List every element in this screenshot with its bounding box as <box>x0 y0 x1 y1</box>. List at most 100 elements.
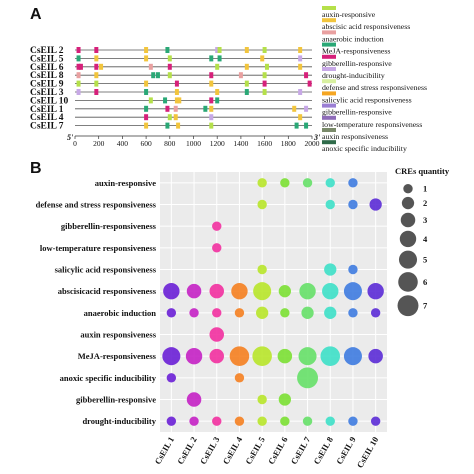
cre-motif-mark <box>262 89 267 95</box>
cre-motif-mark <box>99 63 104 70</box>
cre-bubble <box>324 263 337 276</box>
size-legend-label: 5 <box>423 255 427 265</box>
cre-motif-mark <box>294 122 299 129</box>
size-legend-title: CREs quantity <box>395 166 450 176</box>
cre-bubble <box>324 306 337 319</box>
cre-bubble <box>343 347 362 366</box>
cre-motif-mark <box>76 89 81 95</box>
cre-bubble <box>343 282 362 301</box>
cre-motif-mark <box>94 55 99 62</box>
cre-motif-mark <box>264 63 269 70</box>
y-tick-label: MeJA-responsiveness <box>78 351 157 361</box>
legend-label: low-temperature responsiveness <box>322 120 422 129</box>
plot-background <box>160 172 387 432</box>
legend-swatch <box>322 30 336 35</box>
cre-motif-mark <box>167 72 172 79</box>
gene-label: CsEIL 7 <box>30 122 64 132</box>
cre-bubble <box>212 243 222 253</box>
cre-bubble <box>212 416 222 426</box>
cre-motif-mark <box>298 63 303 70</box>
y-tick-label: anoxic specific inducibility <box>60 373 157 383</box>
x-tick-label: CsEIL 9 <box>334 435 358 466</box>
axis-tick-label: 0 <box>73 139 77 148</box>
axis-tick-label: 1000 <box>186 139 201 148</box>
cre-motif-mark <box>94 63 99 70</box>
cre-bubble <box>297 367 319 389</box>
axis-tick-label: 1400 <box>233 139 248 148</box>
cre-bubble <box>186 392 202 407</box>
cre-bubble <box>302 178 313 188</box>
cre-bubble <box>252 346 272 366</box>
cre-motif-mark <box>262 47 267 53</box>
size-legend-label: 1 <box>423 184 427 194</box>
cre-motif-mark <box>144 122 149 129</box>
size-legend-circle <box>401 196 415 210</box>
cre-motif-mark <box>165 122 170 129</box>
cre-motif-mark <box>209 55 214 62</box>
cre-bubble <box>257 394 267 405</box>
x-tick-label: CsEIL 3 <box>198 435 222 466</box>
axis-tick-label: 1200 <box>210 139 225 148</box>
cre-motif-mark <box>217 47 222 53</box>
cre-motif-mark <box>209 80 214 87</box>
cre-motif-mark <box>244 89 249 95</box>
cre-motif-mark <box>209 105 214 112</box>
cre-bubble <box>370 416 381 426</box>
axis-tick-label: 400 <box>117 139 129 148</box>
cre-motif-mark <box>173 105 178 112</box>
cre-bubble <box>253 282 272 301</box>
x-tick-label: CsEIL 2 <box>175 435 199 466</box>
cre-motif-mark <box>292 105 297 112</box>
cre-motif-mark <box>144 105 149 112</box>
cre-bubble <box>257 264 267 275</box>
cre-motif-mark <box>262 80 267 87</box>
y-tick-label: auxin responsiveness <box>80 330 156 340</box>
axis-tick-label: 2000 <box>305 139 320 148</box>
cre-motif-mark <box>76 47 81 53</box>
cre-bubble <box>277 348 293 364</box>
cre-motif-mark <box>209 114 214 121</box>
cre-motif-mark <box>203 105 208 112</box>
cre-motif-mark <box>148 63 153 70</box>
cre-motif-mark <box>215 97 220 104</box>
cre-bubble <box>209 348 225 364</box>
x-tick-label: CsEIL 6 <box>266 435 290 466</box>
cre-bubble <box>301 306 314 319</box>
cre-motif-mark <box>144 89 149 95</box>
cre-bubble <box>209 327 225 342</box>
x-tick-label: CsEIL 8 <box>311 435 335 466</box>
cre-motif-mark <box>167 63 172 70</box>
cre-motif-mark <box>260 55 265 62</box>
cre-bubble <box>322 282 339 300</box>
cre-motif-mark <box>94 89 99 95</box>
cre-bubble <box>185 347 203 365</box>
cre-motif-mark <box>167 114 172 121</box>
gene-label: CsEIL 9 <box>30 80 64 90</box>
cre-motif-mark <box>244 63 249 70</box>
y-tick-label: gibberellin-responsive <box>76 395 156 405</box>
x-tick-label: CsEIL 4 <box>221 434 245 466</box>
cre-bubble <box>166 308 177 318</box>
panel-a-label: A <box>30 6 42 23</box>
cre-bubble <box>189 416 199 426</box>
axis-tick-label: 600 <box>140 139 152 148</box>
cre-motif-mark <box>163 97 168 104</box>
cre-bubble <box>234 373 245 383</box>
cre-bubble-chart: auxin-responsive defense and stress respo… <box>36 166 450 470</box>
gene-label: CsEIL 1 <box>30 105 64 115</box>
cre-bubble <box>348 178 358 188</box>
cre-motif-mark <box>176 122 181 129</box>
legend-swatch <box>322 79 336 84</box>
legend-swatch <box>322 42 336 47</box>
cre-bubble <box>212 221 222 231</box>
size-legend-circle <box>397 295 419 317</box>
cre-bubble <box>166 416 177 426</box>
axis-tick-label: 1800 <box>281 139 296 148</box>
cre-bubble <box>257 416 267 426</box>
size-legend-label: 2 <box>423 198 427 208</box>
cre-motif-mark <box>244 47 249 53</box>
cre-motif-mark <box>144 47 149 53</box>
cre-motif-mark <box>167 55 172 62</box>
cre-motif-mark <box>307 80 312 87</box>
cre-motif-mark <box>144 80 149 87</box>
